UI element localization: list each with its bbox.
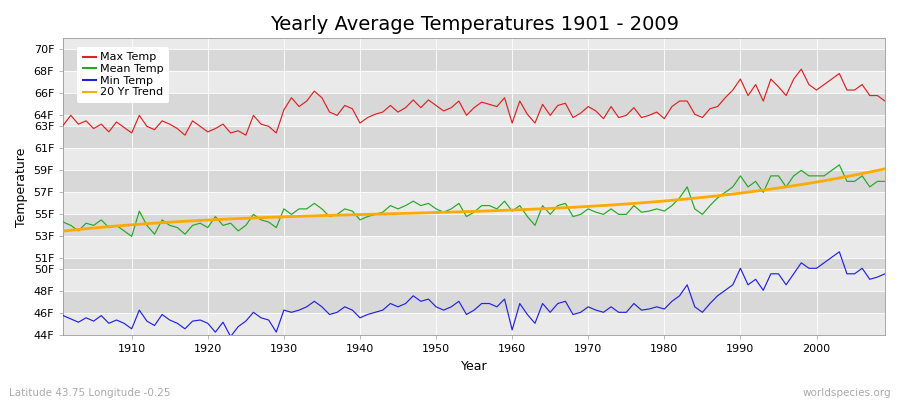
Mean Temp [339, 206, 350, 211]
Line: Min Temp: Min Temp [63, 252, 885, 336]
X-axis label: Year: Year [461, 360, 488, 373]
Max Temp [339, 103, 350, 108]
Legend: Max Temp, Mean Temp, Min Temp, 20 Yr Trend: Max Temp, Mean Temp, Min Temp, 20 Yr Tre… [77, 47, 169, 103]
Max Temp [180, 133, 191, 138]
Max Temp [879, 99, 890, 104]
Min Temp [339, 304, 350, 309]
Bar [63, 93, 885, 115]
Max Temp [507, 121, 517, 126]
Max Temp [293, 104, 304, 109]
Min Temp [606, 304, 616, 309]
20 Yr Trend [598, 203, 609, 208]
Text: Latitude 43.75 Longitude -0.25: Latitude 43.75 Longitude -0.25 [9, 388, 170, 398]
Bar [63, 269, 885, 292]
Min Temp [515, 301, 526, 306]
Mean Temp [126, 234, 137, 239]
Bar [63, 192, 885, 214]
20 Yr Trend [58, 229, 68, 234]
20 Yr Trend [332, 213, 343, 218]
Min Temp [293, 308, 304, 312]
Line: Mean Temp: Mean Temp [63, 165, 885, 236]
20 Yr Trend [286, 214, 297, 219]
Min Temp [507, 328, 517, 332]
Bar [63, 115, 885, 126]
Max Temp [796, 67, 806, 72]
Text: worldspecies.org: worldspecies.org [803, 388, 891, 398]
Min Temp [225, 334, 236, 339]
Mean Temp [119, 228, 130, 233]
Bar [63, 170, 885, 192]
Mean Temp [879, 179, 890, 184]
Title: Yearly Average Temperatures 1901 - 2009: Yearly Average Temperatures 1901 - 2009 [270, 15, 679, 34]
Bar [63, 236, 885, 258]
Mean Temp [834, 162, 845, 167]
Bar [63, 258, 885, 269]
Min Temp [834, 249, 845, 254]
20 Yr Trend [500, 208, 510, 213]
Min Temp [58, 313, 68, 318]
Max Temp [606, 104, 616, 109]
Bar [63, 126, 885, 148]
Max Temp [58, 123, 68, 128]
Mean Temp [58, 220, 68, 224]
Bar [63, 214, 885, 236]
Bar [63, 71, 885, 93]
20 Yr Trend [879, 166, 890, 171]
Max Temp [515, 99, 526, 104]
Min Temp [119, 321, 130, 326]
Min Temp [879, 271, 890, 276]
Line: Max Temp: Max Temp [63, 69, 885, 135]
Max Temp [119, 125, 130, 130]
20 Yr Trend [507, 208, 517, 212]
Y-axis label: Temperature: Temperature [15, 147, 28, 226]
Mean Temp [507, 209, 517, 214]
Mean Temp [515, 203, 526, 208]
Bar [63, 292, 885, 314]
20 Yr Trend [119, 223, 130, 228]
Bar [63, 49, 885, 71]
Bar [63, 314, 885, 336]
Line: 20 Yr Trend: 20 Yr Trend [63, 169, 885, 231]
Bar [63, 148, 885, 170]
Mean Temp [606, 206, 616, 211]
Mean Temp [293, 206, 304, 211]
